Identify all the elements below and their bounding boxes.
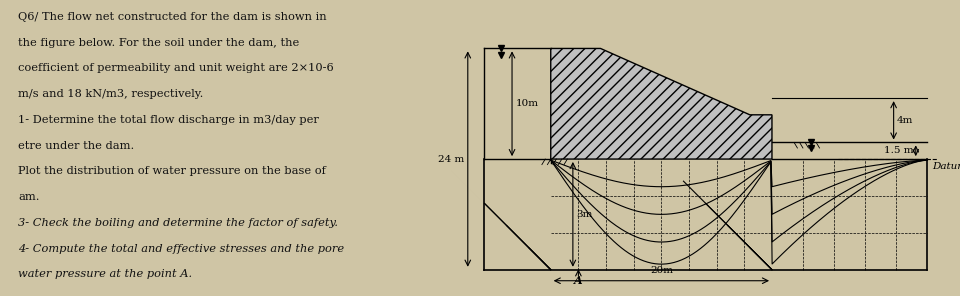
Text: the figure below. For the soil under the dam, the: the figure below. For the soil under the… [18,38,300,48]
Text: am.: am. [18,192,40,202]
Text: 1.5 m: 1.5 m [884,146,914,155]
Text: etre under the dam.: etre under the dam. [18,141,134,151]
Text: 10m: 10m [516,99,539,108]
Text: 20m: 20m [650,266,673,275]
Text: Datum: Datum [932,163,960,171]
Text: Q6/ The flow net constructed for the dam is shown in: Q6/ The flow net constructed for the dam… [18,12,327,22]
Text: 3- Check the boiling and determine the factor of safety.: 3- Check the boiling and determine the f… [18,218,339,228]
Text: 24 m: 24 m [438,155,465,164]
Polygon shape [551,49,772,159]
Text: m/s and 18 kN/m3, respectively.: m/s and 18 kN/m3, respectively. [18,89,204,99]
Text: 4m: 4m [897,116,913,125]
Text: coefficient of permeability and unit weight are 2×10-6: coefficient of permeability and unit wei… [18,63,334,73]
Text: water pressure at the point A.: water pressure at the point A. [18,269,193,279]
Text: Plot the distribution of water pressure on the base of: Plot the distribution of water pressure … [18,166,326,176]
Text: 1- Determine the total flow discharge in m3/day per: 1- Determine the total flow discharge in… [18,115,320,125]
Text: A: A [574,275,583,286]
Text: 4- Compute the total and effective stresses and the pore: 4- Compute the total and effective stres… [18,244,345,254]
Text: 3m: 3m [576,210,592,219]
